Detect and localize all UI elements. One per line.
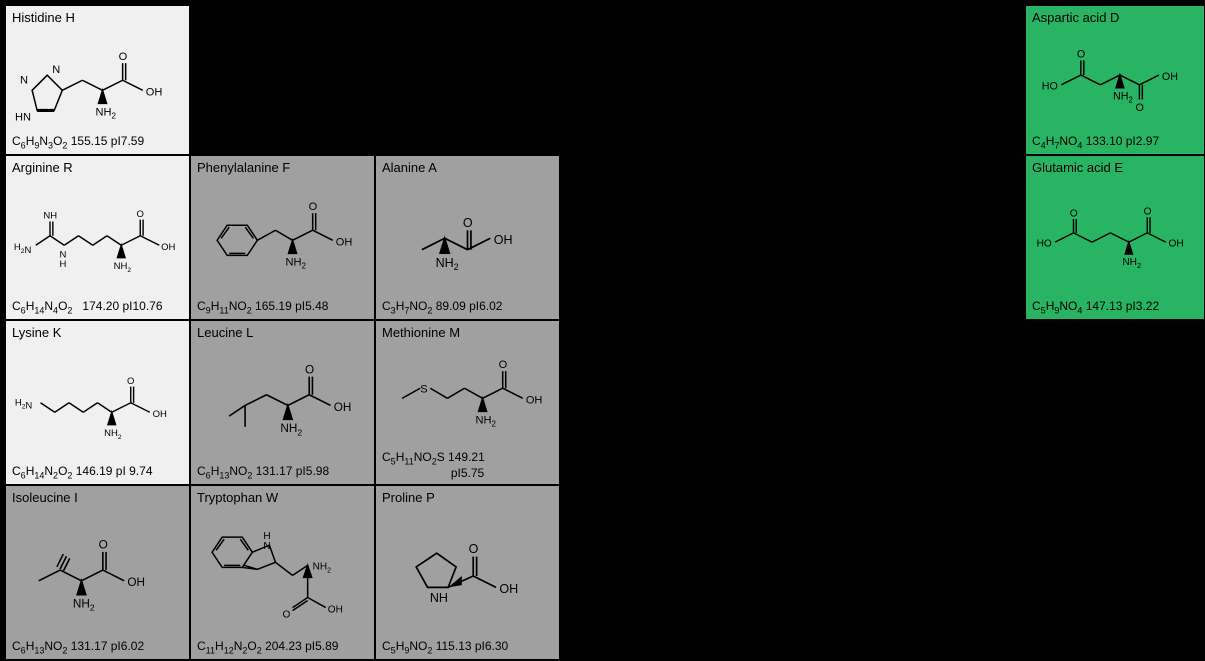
- cell-info: C6H9N3O2 155.15 pI7.59: [12, 134, 183, 150]
- svg-text:OH: OH: [153, 409, 167, 420]
- svg-text:O: O: [136, 208, 143, 219]
- svg-text:N: N: [52, 64, 60, 76]
- svg-text:HO: HO: [1042, 81, 1058, 93]
- svg-text:OH: OH: [1162, 71, 1178, 83]
- structure-trp: HNNH2OOH: [197, 507, 368, 639]
- svg-text:OH: OH: [334, 401, 352, 414]
- svg-text:O: O: [463, 215, 473, 229]
- svg-text:H: H: [60, 259, 67, 270]
- cell-title: Methionine M: [382, 325, 553, 340]
- svg-text:OH: OH: [336, 236, 353, 248]
- svg-text:O: O: [305, 363, 314, 376]
- structure-ile: NH2 O OH: [12, 507, 183, 639]
- cell-pro: Proline P NH O OH C5H9NO2 115.13 pI6.30: [375, 485, 560, 660]
- svg-text:NH2: NH2: [114, 261, 132, 274]
- svg-text:NH2: NH2: [95, 107, 116, 121]
- svg-text:O: O: [309, 201, 318, 213]
- cell-title: Lysine K: [12, 325, 183, 340]
- structure-leu: NH2 O OH: [197, 342, 368, 464]
- cell-title: Histidine H: [12, 10, 183, 25]
- svg-text:S: S: [420, 383, 427, 395]
- structure-pro: NH O OH: [382, 507, 553, 639]
- cell-info: C9H11NO2 165.19 pI5.48: [197, 299, 368, 315]
- svg-text:O: O: [469, 542, 479, 556]
- svg-text:OH: OH: [526, 394, 543, 406]
- svg-text:OH: OH: [127, 576, 145, 589]
- cell-info: C4H7NO4 133.10 pI2.97: [1032, 134, 1198, 150]
- structure-phe: NH2 O OH: [197, 177, 368, 299]
- cell-arg: Arginine RH2NNHNHNH2OOHC6H14N4O2 174.20 …: [5, 155, 190, 320]
- cell-title: Alanine A: [382, 160, 553, 175]
- cell-phe: Phenylalanine F NH2 O OH C9H11NO2 165.19 pI5…: [190, 155, 375, 320]
- svg-text:O: O: [499, 359, 508, 371]
- cell-info: C6H13NO2 131.17 pI6.02: [12, 639, 183, 655]
- cell-info: C3H7NO2 89.09 pI6.02: [382, 299, 553, 315]
- svg-text:N: N: [20, 74, 28, 86]
- cell-info: C6H14N4O2 174.20 pI10.76: [12, 299, 183, 315]
- svg-text:H2N: H2N: [15, 398, 33, 412]
- svg-text:HO: HO: [1037, 239, 1052, 250]
- cell-trp: Tryptophan WHNNH2OOHC11H12N2O2 204.23 pI…: [190, 485, 375, 660]
- cell-title: Aspartic acid D: [1032, 10, 1198, 25]
- cell-info: C6H14N2O2 146.19 pI 9.74: [12, 464, 183, 480]
- structure-asp: HOONH2OOH: [1032, 27, 1198, 134]
- cell-lys: Lysine K H2N NH2 O OH C6H14N2O2 146.19 pI 9.7…: [5, 320, 190, 485]
- svg-text:OH: OH: [161, 242, 175, 253]
- cell-title: Leucine L: [197, 325, 368, 340]
- svg-text:O: O: [1070, 209, 1078, 220]
- svg-text:O: O: [1136, 103, 1144, 115]
- svg-text:O: O: [1144, 207, 1152, 218]
- svg-text:NH2: NH2: [476, 414, 497, 428]
- structure-met: S NH2 O OH: [382, 342, 553, 450]
- cell-info: C5H9NO2 115.13 pI6.30: [382, 639, 553, 655]
- cell-met: Methionine M S NH2 O OH C5H11NO2S 149.21pI5.7…: [375, 320, 560, 485]
- svg-text:NH2: NH2: [73, 598, 95, 613]
- svg-text:OH: OH: [1168, 239, 1183, 250]
- svg-text:O: O: [99, 539, 108, 552]
- structure-ala: NH2 O OH: [382, 177, 553, 299]
- cell-his: Histidine H N N HN NH2 O OH C6H9N3O2 155.15 pI7…: [5, 5, 190, 155]
- svg-text:O: O: [1077, 49, 1085, 61]
- svg-text:NH2: NH2: [1122, 257, 1141, 270]
- svg-text:OH: OH: [328, 605, 343, 616]
- svg-text:NH2: NH2: [436, 255, 459, 271]
- svg-text:HN: HN: [15, 112, 31, 124]
- svg-text:NH2: NH2: [104, 428, 122, 441]
- svg-text:O: O: [127, 376, 134, 387]
- svg-text:NH2: NH2: [1113, 91, 1133, 105]
- cell-ala: Alanine A NH2 O OH C3H7NO2 89.09 pI6.02: [375, 155, 560, 320]
- cell-info: C5H11NO2S 149.21pI5.75: [382, 450, 553, 480]
- structure-his: N N HN NH2 O OH: [12, 27, 183, 134]
- cell-title: Tryptophan W: [197, 490, 368, 505]
- cell-asp: Aspartic acid DHOONH2OOHC4H7NO4 133.10 p…: [1025, 5, 1205, 155]
- svg-text:NH: NH: [430, 591, 448, 605]
- svg-text:O: O: [119, 51, 128, 63]
- cell-glu: Glutamic acid E HO O NH2 O OH C5H9NO4 147.13 p…: [1025, 155, 1205, 320]
- cell-title: Isoleucine I: [12, 490, 183, 505]
- structure-arg: H2NNHNHNH2OOH: [12, 177, 183, 299]
- svg-text:OH: OH: [494, 232, 513, 246]
- structure-lys: H2N NH2 O OH: [12, 342, 183, 464]
- svg-text:NH2: NH2: [286, 256, 307, 270]
- svg-text:OH: OH: [146, 86, 163, 98]
- structure-glu: HO O NH2 O OH: [1032, 177, 1198, 299]
- cell-info: C6H13NO2 131.17 pI5.98: [197, 464, 368, 480]
- svg-text:O: O: [283, 610, 291, 621]
- svg-text:H2N: H2N: [14, 242, 32, 256]
- cell-title: Phenylalanine F: [197, 160, 368, 175]
- cell-title: Proline P: [382, 490, 553, 505]
- cell-info: C5H9NO4 147.13 pI3.22: [1032, 299, 1198, 315]
- cell-title: Arginine R: [12, 160, 183, 175]
- svg-text:OH: OH: [499, 582, 518, 596]
- cell-ile: Isoleucine I NH2 O OH C6H13NO2 131.17 pI6.02: [5, 485, 190, 660]
- svg-text:NH2: NH2: [280, 422, 302, 437]
- cell-title: Glutamic acid E: [1032, 160, 1198, 175]
- svg-text:NH: NH: [43, 210, 57, 221]
- svg-text:NH2: NH2: [313, 562, 332, 575]
- svg-text:N: N: [263, 542, 270, 553]
- cell-leu: Leucine L NH2 O OH C6H13NO2 131.17 pI5.98: [190, 320, 375, 485]
- cell-info: C11H12N2O2 204.23 pI5.89: [197, 639, 368, 655]
